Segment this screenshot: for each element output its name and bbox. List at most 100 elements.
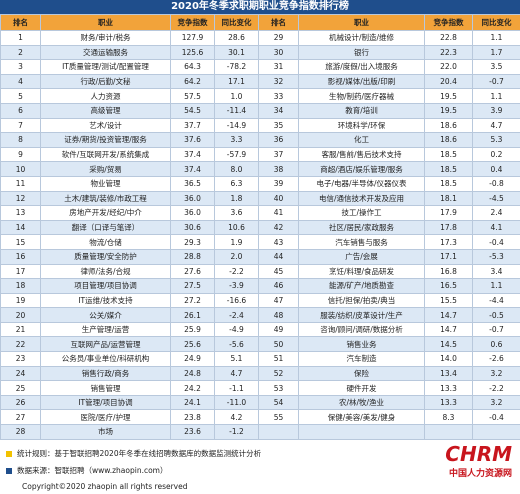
table-cell: -3.9	[214, 278, 259, 294]
table-cell: 64.2	[170, 73, 215, 90]
table-cell: -2.6	[472, 351, 520, 367]
header-cell: 同比变化	[472, 14, 520, 31]
table-cell: 1.9	[214, 234, 259, 250]
table-cell: 30.6	[170, 219, 215, 236]
table-cell: 9	[0, 146, 41, 163]
header-cell: 职业	[298, 14, 425, 31]
table-cell: 47	[258, 292, 299, 309]
table-cell: 11	[0, 175, 41, 192]
table-cell: -16.6	[214, 292, 259, 309]
table-cell: 29.3	[170, 234, 215, 250]
table-cell: -5.3	[472, 248, 520, 265]
table-cell: 土木/建筑/装修/市政工程	[40, 190, 171, 207]
table-cell: 57.5	[170, 88, 215, 104]
table-cell: 40	[258, 190, 299, 207]
table-cell: 公务员/事业单位/科研机构	[40, 351, 171, 367]
table-row: 15 物流/仓储 29.3 1.9 43 汽车销售与服务 17.3 -0.4	[0, 234, 520, 250]
table-row: 12 土木/建筑/装修/市政工程 36.0 1.8 40 电信/通信技术开发及应用 18.1…	[0, 190, 520, 207]
table-cell: 软件/互联网开发/系统集成	[40, 146, 171, 163]
table-cell: -5.6	[214, 336, 259, 353]
table-cell: 54	[258, 394, 299, 411]
ranking-table: 排名 职业 竞争指数 同比变化 排名 职业 竞争指数 同比变化 1 财务/审计/税务 127.9 2…	[0, 14, 520, 440]
source-note: 数据来源：智联招聘（www.zhaopin.com）	[6, 465, 167, 476]
table-cell: 18.5	[424, 161, 473, 177]
table-row: 1 财务/审计/税务 127.9 28.6 29 机械设计/制造/维修 22.8 1.1	[0, 30, 520, 46]
table-cell: 1.1	[472, 30, 520, 46]
table-cell: 24.8	[170, 365, 215, 382]
table-row: 5 人力资源 57.5 1.0 33 生物/制药/医疗器械 19.5 1.1	[0, 88, 520, 104]
table-cell: -0.4	[472, 409, 520, 426]
table-cell: 农/林/牧/渔业	[298, 394, 425, 411]
table-cell: -57.9	[214, 146, 259, 163]
table-cell: -11.4	[214, 102, 259, 119]
table-cell: 0.2	[472, 146, 520, 163]
table-cell: -0.7	[472, 321, 520, 338]
table-cell: 10	[0, 161, 41, 177]
table-row: 10 采购/贸易 37.4 8.0 38 商超/酒店/娱乐管理/服务 18.5 0.4	[0, 161, 520, 177]
table-cell: 汽车销售与服务	[298, 234, 425, 250]
table-cell: 25	[0, 380, 41, 396]
header-cell: 竞争指数	[424, 14, 473, 31]
table-cell: 21	[0, 321, 41, 338]
table-cell: 5	[0, 88, 41, 104]
table-cell: 24	[0, 365, 41, 382]
table-cell: 13.3	[424, 380, 473, 396]
table-cell: -2.4	[214, 307, 259, 323]
table-cell: 48	[258, 307, 299, 323]
table-cell: 16.5	[424, 278, 473, 294]
table-cell: 15	[0, 234, 41, 250]
table-cell: -0.5	[472, 307, 520, 323]
table-cell: 36	[258, 132, 299, 148]
empty-cell	[424, 424, 473, 440]
table-cell: 64.3	[170, 59, 215, 75]
table-cell: 37.7	[170, 117, 215, 134]
table-cell: 44	[258, 248, 299, 265]
table-cell: 1	[0, 30, 41, 46]
table-cell: 3.6	[214, 205, 259, 221]
table-cell: 汽车制造	[298, 351, 425, 367]
table-row: 24 销售行政/商务 24.8 4.7 52 保险 13.4 3.2	[0, 365, 520, 382]
table-cell: 22.8	[424, 30, 473, 46]
table-cell: 29	[258, 30, 299, 46]
empty-cell	[298, 424, 425, 440]
logo: CHRM 中国人力资源网	[445, 442, 512, 479]
table-cell: 物流/仓储	[40, 234, 171, 250]
table-cell: 31	[258, 59, 299, 75]
table-cell: 硬件开发	[298, 380, 425, 396]
table-row: 23 公务员/事业单位/科研机构 24.9 5.1 51 汽车制造 14.0 -2.6	[0, 351, 520, 367]
table-cell: 45	[258, 263, 299, 280]
table-cell: 18	[0, 278, 41, 294]
table-cell: 17.3	[424, 234, 473, 250]
table-cell: 销售业务	[298, 336, 425, 353]
table-cell: 3.2	[472, 365, 520, 382]
table-cell: 17.1	[424, 248, 473, 265]
table-cell: 8.0	[214, 161, 259, 177]
table-cell: 烹饪/料理/食品研发	[298, 263, 425, 280]
table-cell: 房地产开发/经纪/中介	[40, 205, 171, 221]
table-cell: 交通运输服务	[40, 44, 171, 61]
table-cell: 广告/会展	[298, 248, 425, 265]
table-cell: 10.6	[214, 219, 259, 236]
table-cell: 银行	[298, 44, 425, 61]
table-cell: 19.5	[424, 88, 473, 104]
table-cell: 4.1	[472, 219, 520, 236]
table-cell: 127.9	[170, 30, 215, 46]
logo-brand: CHRM	[445, 442, 512, 466]
table-cell: IT运维/技术支持	[40, 292, 171, 309]
table-cell: 4.7	[472, 117, 520, 134]
table-cell: 54.5	[170, 102, 215, 119]
table-cell: 19.5	[424, 102, 473, 119]
table-cell: 2.4	[472, 205, 520, 221]
table-cell: 8.3	[424, 409, 473, 426]
table-cell: 30	[258, 44, 299, 61]
table-cell: 生物/制药/医疗器械	[298, 88, 425, 104]
table-cell: 27.5	[170, 278, 215, 294]
table-cell: 人力资源	[40, 88, 171, 104]
table-cell: 23	[0, 351, 41, 367]
table-cell: 52	[258, 365, 299, 382]
table-cell: 15.5	[424, 292, 473, 309]
table-cell: 律师/法务/合规	[40, 263, 171, 280]
table-cell: 13.3	[424, 394, 473, 411]
table-cell: 25.6	[170, 336, 215, 353]
table-cell: 1.1	[472, 88, 520, 104]
